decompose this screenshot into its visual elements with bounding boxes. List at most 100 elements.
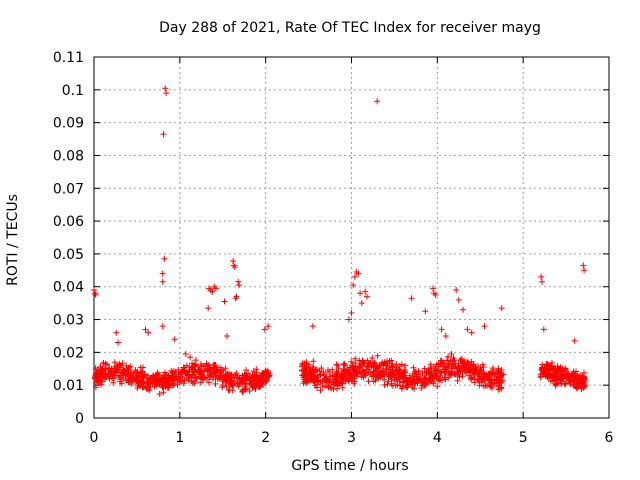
data-point	[212, 373, 219, 380]
data-point	[351, 273, 358, 280]
data-point	[553, 368, 560, 375]
data-point	[205, 379, 212, 386]
data-point	[539, 278, 545, 285]
data-point	[363, 293, 370, 300]
data-point	[465, 359, 472, 366]
data-point	[251, 377, 258, 384]
data-point	[182, 351, 189, 357]
data-point	[442, 333, 449, 339]
data-point	[170, 382, 177, 389]
data-point	[209, 288, 216, 295]
data-point	[321, 372, 327, 379]
data-point	[159, 323, 166, 330]
data-point	[111, 359, 118, 366]
data-point	[99, 378, 106, 385]
data-point	[468, 375, 474, 382]
data-point	[299, 367, 305, 374]
data-point	[329, 372, 336, 379]
data-point	[182, 367, 189, 374]
data-point	[340, 361, 347, 368]
data-point	[126, 377, 133, 384]
data-point	[196, 369, 203, 376]
data-point	[161, 255, 168, 262]
data-point	[432, 373, 439, 380]
data-point	[262, 368, 269, 375]
data-point	[421, 365, 428, 372]
data-point	[571, 337, 578, 344]
y-tick-label: 0.09	[53, 116, 84, 132]
data-point	[210, 376, 216, 383]
data-point	[342, 378, 349, 385]
data-point	[480, 375, 487, 382]
data-point	[434, 383, 441, 390]
data-point	[236, 282, 243, 289]
data-point	[186, 373, 193, 380]
data-point	[219, 382, 226, 389]
data-point	[481, 323, 488, 330]
data-point	[122, 371, 129, 378]
data-point	[436, 377, 442, 384]
data-point	[375, 365, 382, 372]
data-point	[154, 370, 161, 377]
data-point	[186, 367, 193, 373]
data-point	[305, 361, 312, 368]
data-point	[456, 373, 463, 380]
x-tick-label: 1	[175, 430, 184, 446]
data-point	[136, 370, 143, 377]
data-point	[169, 378, 175, 384]
data-point	[398, 361, 405, 368]
data-point	[341, 371, 348, 377]
data-point	[256, 375, 263, 382]
data-point	[221, 298, 228, 305]
data-point	[393, 367, 400, 374]
data-point	[402, 375, 409, 382]
data-point	[180, 364, 187, 371]
data-point	[162, 369, 168, 376]
data-point	[348, 310, 355, 316]
data-point	[438, 326, 445, 333]
x-tick-label: 5	[519, 430, 528, 446]
x-tick-label: 0	[90, 430, 99, 446]
data-point	[410, 364, 417, 371]
data-point	[570, 381, 577, 387]
data-point	[171, 336, 178, 343]
data-points	[91, 85, 588, 397]
data-point	[558, 380, 565, 387]
data-point	[381, 376, 388, 383]
data-point	[425, 368, 432, 375]
chart-title: Day 288 of 2021, Rate Of TEC Index for r…	[159, 20, 541, 36]
x-tick-label: 6	[605, 430, 614, 446]
data-point	[428, 373, 435, 380]
data-point	[206, 372, 213, 379]
data-point	[450, 360, 457, 367]
data-point	[301, 369, 308, 375]
data-point	[388, 357, 395, 364]
data-point	[362, 288, 369, 295]
data-point	[239, 386, 246, 393]
axis-ticks	[93, 56, 610, 419]
data-point	[402, 362, 409, 369]
data-point	[99, 368, 106, 375]
data-point	[117, 378, 124, 385]
data-point	[318, 378, 325, 385]
data-point	[348, 358, 355, 365]
data-point	[432, 291, 439, 298]
data-point	[364, 357, 371, 364]
data-point	[457, 356, 464, 363]
data-point	[235, 278, 242, 285]
data-point	[437, 376, 444, 383]
data-point	[234, 379, 241, 386]
data-point	[376, 362, 383, 369]
data-point	[498, 305, 505, 312]
data-point	[110, 379, 117, 386]
data-point	[421, 382, 428, 389]
data-point	[253, 366, 260, 373]
data-point	[345, 372, 352, 378]
data-point	[449, 365, 455, 372]
data-point	[390, 364, 397, 371]
data-point	[440, 359, 447, 366]
data-point	[352, 355, 359, 362]
data-point	[581, 267, 588, 274]
data-point	[151, 383, 158, 390]
